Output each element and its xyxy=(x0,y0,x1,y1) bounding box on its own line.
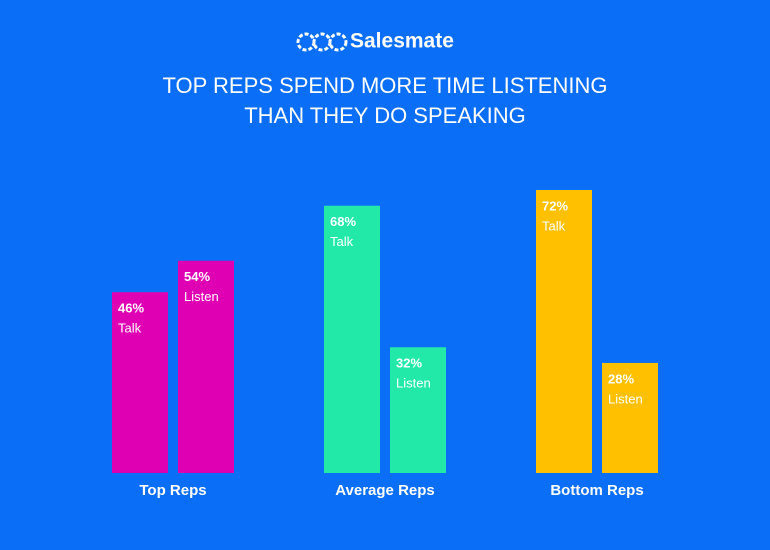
logo-icon xyxy=(296,32,348,52)
x-tick-label: Bottom Reps xyxy=(550,482,643,499)
brand-name: Salesmate xyxy=(350,30,454,53)
value-label: 54% xyxy=(184,269,210,284)
series-label: Talk xyxy=(118,321,142,336)
series-label: Talk xyxy=(330,234,354,249)
x-tick-label: Average Reps xyxy=(335,482,435,499)
bar xyxy=(390,347,446,473)
bar xyxy=(324,205,380,473)
chart-title: TOP REPS SPEND MORE TIME LISTENING xyxy=(163,73,608,98)
series-label: Listen xyxy=(396,376,431,391)
chart-title: THAN THEY DO SPEAKING xyxy=(244,103,526,128)
value-label: 68% xyxy=(330,214,356,229)
bar xyxy=(602,362,658,473)
value-label: 46% xyxy=(118,301,144,316)
value-label: 32% xyxy=(396,356,422,371)
value-label: 28% xyxy=(608,371,634,386)
x-tick-label: Top Reps xyxy=(139,482,206,499)
value-label: 72% xyxy=(542,198,568,213)
series-label: Listen xyxy=(184,289,219,304)
bar xyxy=(178,260,234,473)
series-label: Listen xyxy=(608,391,643,406)
series-label: Talk xyxy=(542,218,566,233)
bar xyxy=(112,292,168,473)
bar xyxy=(536,190,592,473)
